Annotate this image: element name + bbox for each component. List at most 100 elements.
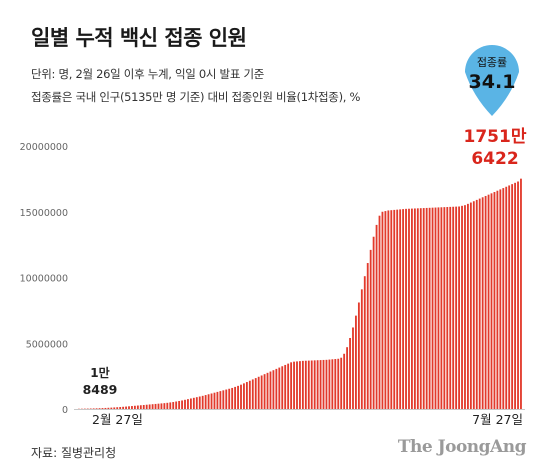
bar <box>384 211 387 409</box>
bar <box>461 205 463 409</box>
bar <box>296 361 298 409</box>
x-tick-label-last: 7월 27일 <box>472 412 523 427</box>
bar <box>248 380 251 409</box>
bar <box>166 402 169 409</box>
bar <box>178 400 181 409</box>
bar <box>434 207 437 409</box>
chart-title: 일별 누적 백신 접종 인원 <box>31 26 247 50</box>
bar <box>299 361 301 409</box>
bar <box>260 375 263 409</box>
y-tick-label: 15000000 <box>20 208 68 219</box>
first-value-line1: 1만 <box>90 365 109 380</box>
bar <box>301 360 304 409</box>
bar <box>363 276 366 409</box>
bar <box>343 353 346 409</box>
first-value-line2: 8489 <box>83 382 118 397</box>
bar <box>181 400 183 409</box>
bar <box>240 384 242 409</box>
y-axis: 20000000 15000000 10000000 5000000 0 <box>20 142 68 416</box>
first-value-label: 1만 8489 <box>83 365 118 397</box>
bar <box>381 211 384 409</box>
bar <box>378 215 381 409</box>
bar <box>467 203 469 409</box>
bar <box>189 398 192 409</box>
bar <box>245 382 248 409</box>
x-tick-label-first: 2월 27일 <box>92 412 143 427</box>
bar <box>399 209 402 409</box>
last-value-line2: 6422 <box>471 149 518 169</box>
bar <box>128 406 130 409</box>
bar <box>195 397 198 409</box>
bar-series <box>78 178 522 410</box>
bar <box>443 207 446 409</box>
y-tick-label: 5000000 <box>26 339 68 350</box>
bar <box>310 360 313 409</box>
bar <box>340 357 343 409</box>
bar <box>184 399 186 409</box>
bar <box>266 372 269 409</box>
bar <box>307 360 310 409</box>
bar <box>422 208 425 409</box>
bar <box>396 209 399 409</box>
bar <box>272 370 275 409</box>
bar <box>428 207 431 409</box>
bar <box>157 403 160 409</box>
bar <box>136 405 139 409</box>
bar <box>145 404 148 409</box>
bar <box>275 368 278 409</box>
bar <box>284 364 287 409</box>
bar <box>452 206 455 409</box>
bar <box>234 386 237 409</box>
bar <box>304 360 307 409</box>
bar <box>83 408 86 410</box>
bar <box>316 360 319 409</box>
bar <box>254 378 257 409</box>
bar <box>499 189 502 409</box>
bar <box>293 361 295 409</box>
brand-logo: The JoongAng <box>397 437 527 457</box>
last-value-line1: 1751만 <box>464 127 527 147</box>
bar <box>131 406 133 409</box>
bar <box>331 359 334 409</box>
bar <box>520 178 522 409</box>
bar <box>290 362 293 409</box>
bar <box>325 359 328 409</box>
bar <box>142 404 145 409</box>
bar <box>119 407 122 409</box>
bar <box>287 363 290 409</box>
bar <box>405 208 407 409</box>
bar <box>425 207 428 409</box>
source-note: 자료: 질병관리청 <box>31 446 117 460</box>
bar <box>95 408 98 409</box>
y-tick-label: 0 <box>62 405 68 416</box>
bar <box>431 207 434 409</box>
bar <box>449 206 452 409</box>
chart-subtitle-unit: 단위: 명, 2월 26일 이후 누계, 익일 0시 발표 기준 <box>31 67 265 81</box>
bar <box>231 387 234 409</box>
bar <box>416 208 419 409</box>
bar <box>349 337 351 409</box>
bar <box>113 407 116 409</box>
bar <box>387 210 390 409</box>
bar <box>475 199 478 409</box>
last-value-label: 1751만 6422 <box>464 127 527 169</box>
bar <box>402 209 404 409</box>
bar <box>390 210 393 409</box>
bar <box>222 390 225 409</box>
bar <box>313 360 316 409</box>
bar <box>139 405 142 409</box>
bar <box>148 404 151 409</box>
bar <box>216 391 219 409</box>
bar <box>172 402 175 409</box>
bar <box>372 236 375 409</box>
bar <box>505 186 508 409</box>
bar <box>419 208 422 409</box>
bar <box>437 207 440 409</box>
bar <box>281 366 284 409</box>
bar <box>440 207 443 409</box>
bar <box>366 263 369 409</box>
bar <box>481 197 484 409</box>
bar <box>151 404 154 409</box>
bar <box>207 394 210 409</box>
bar <box>458 206 460 409</box>
